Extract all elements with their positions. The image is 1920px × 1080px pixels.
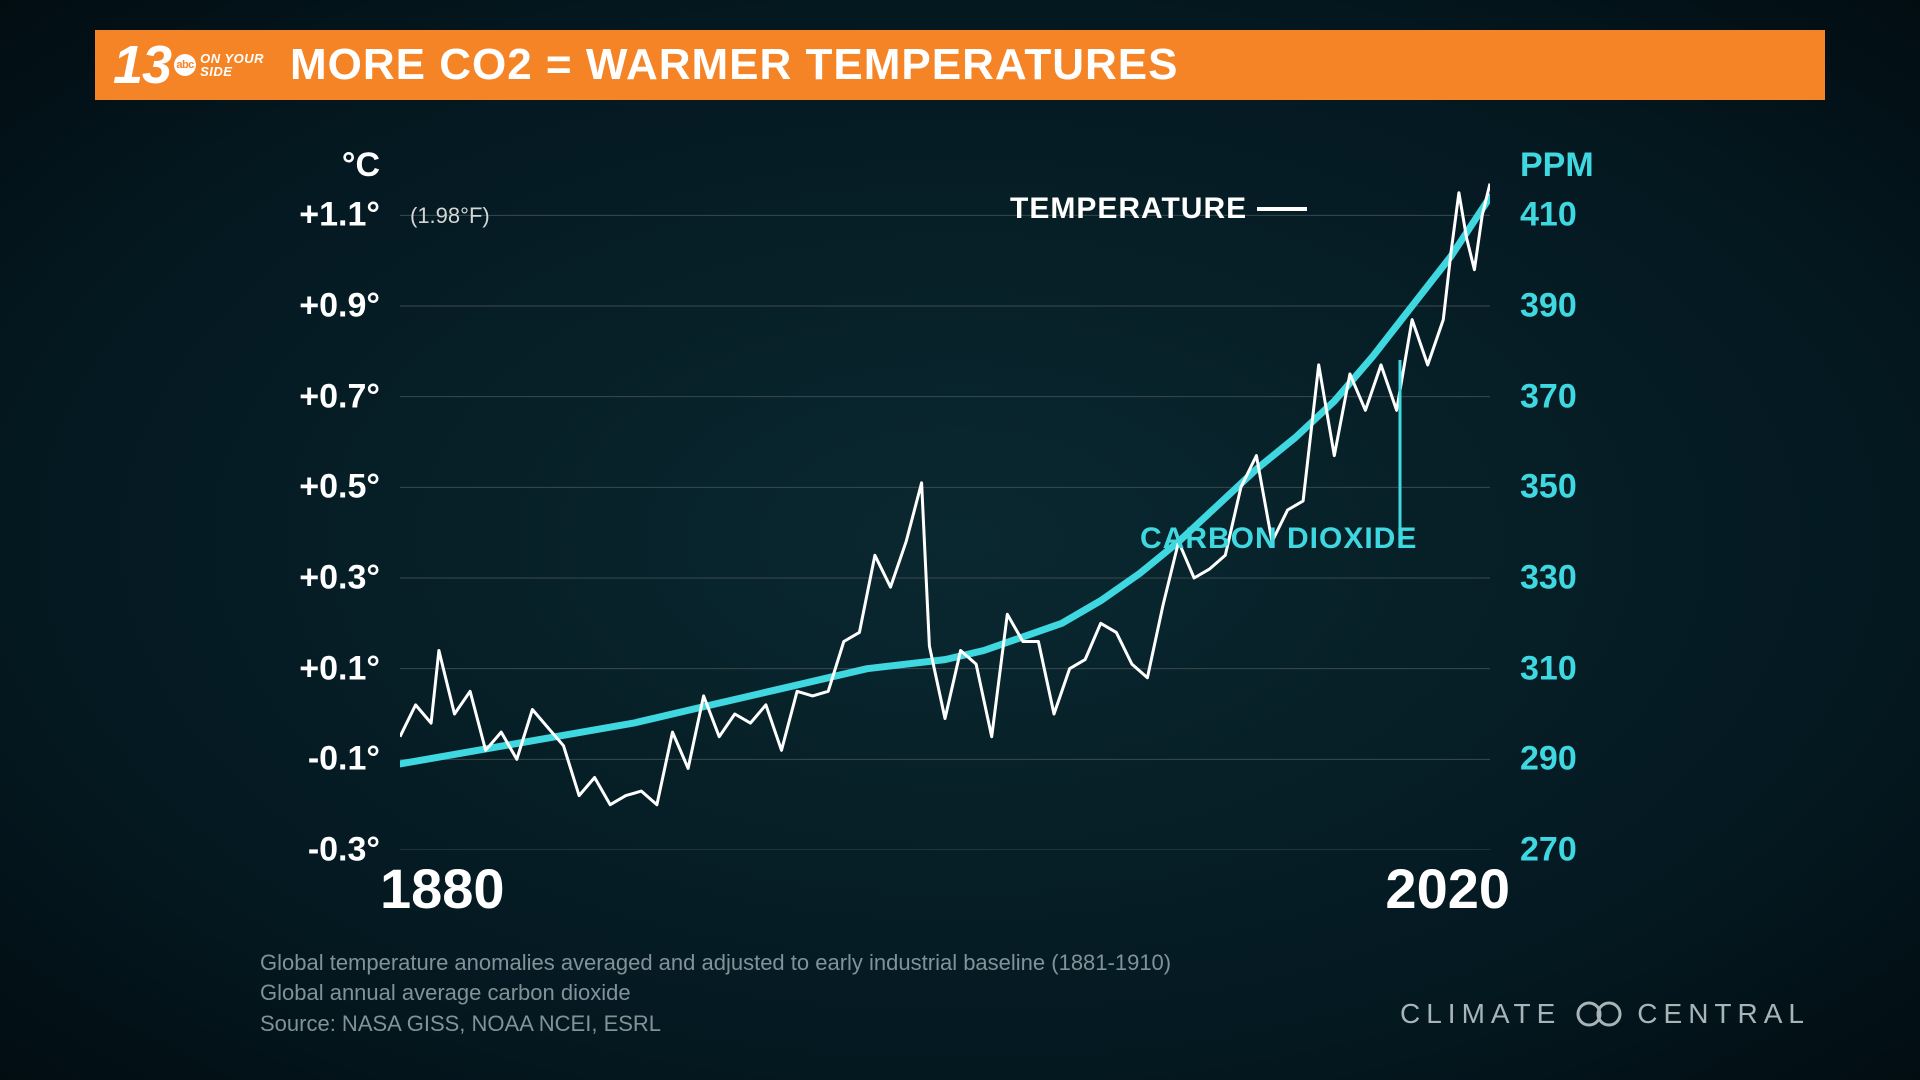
left-tick-label: -0.1°: [308, 740, 380, 779]
right-y-axis: PPM 410390370350330310290270: [1510, 150, 1640, 870]
footer-line-1: Global temperature anomalies averaged an…: [260, 948, 1820, 979]
logo-number: 13: [113, 38, 171, 92]
station-logo: 13 abc ON YOUR SIDE: [95, 38, 264, 92]
attribution-right: CENTRAL: [1637, 998, 1810, 1030]
co2-series-label: CARBON DIOXIDE: [1140, 522, 1417, 556]
left-axis-unit: °C: [342, 146, 380, 185]
x-axis-start: 1880: [380, 856, 505, 921]
plot-svg: [400, 170, 1490, 850]
right-tick-label: 310: [1520, 649, 1577, 688]
fahrenheit-note: (1.98°F): [410, 203, 490, 229]
right-tick-label: 330: [1520, 559, 1577, 598]
right-tick-label: 270: [1520, 831, 1577, 870]
left-tick-label: +0.1°: [299, 649, 380, 688]
right-tick-label: 290: [1520, 740, 1577, 779]
left-y-axis: °C +1.1°+0.9°+0.7°+0.5°+0.3°+0.1°-0.1°-0…: [260, 150, 390, 870]
attribution: CLIMATE CENTRAL: [1400, 998, 1810, 1030]
right-tick-label: 390: [1520, 287, 1577, 326]
left-tick-label: +0.3°: [299, 559, 380, 598]
x-axis-end: 2020: [1385, 856, 1510, 921]
attribution-left: CLIMATE: [1400, 998, 1561, 1030]
left-tick-label: +0.9°: [299, 287, 380, 326]
left-tick-label: +1.1°: [299, 196, 380, 235]
right-tick-label: 370: [1520, 377, 1577, 416]
climate-central-logo-icon: [1575, 1000, 1623, 1028]
abc-badge: abc: [174, 54, 196, 76]
right-tick-label: 350: [1520, 468, 1577, 507]
left-tick-label: -0.3°: [308, 831, 380, 870]
temperature-leader-icon: [1257, 207, 1307, 211]
right-axis-unit: PPM: [1520, 146, 1594, 185]
left-tick-label: +0.5°: [299, 468, 380, 507]
chart-title: MORE CO2 = WARMER TEMPERATURES: [290, 40, 1178, 90]
left-tick-label: +0.7°: [299, 377, 380, 416]
header-bar: 13 abc ON YOUR SIDE MORE CO2 = WARMER TE…: [95, 30, 1825, 100]
right-tick-label: 410: [1520, 196, 1577, 235]
temperature-series-label: TEMPERATURE: [1010, 192, 1307, 226]
chart-area: °C +1.1°+0.9°+0.7°+0.5°+0.3°+0.1°-0.1°-0…: [260, 150, 1640, 870]
logo-tagline: ON YOUR SIDE: [200, 52, 264, 78]
